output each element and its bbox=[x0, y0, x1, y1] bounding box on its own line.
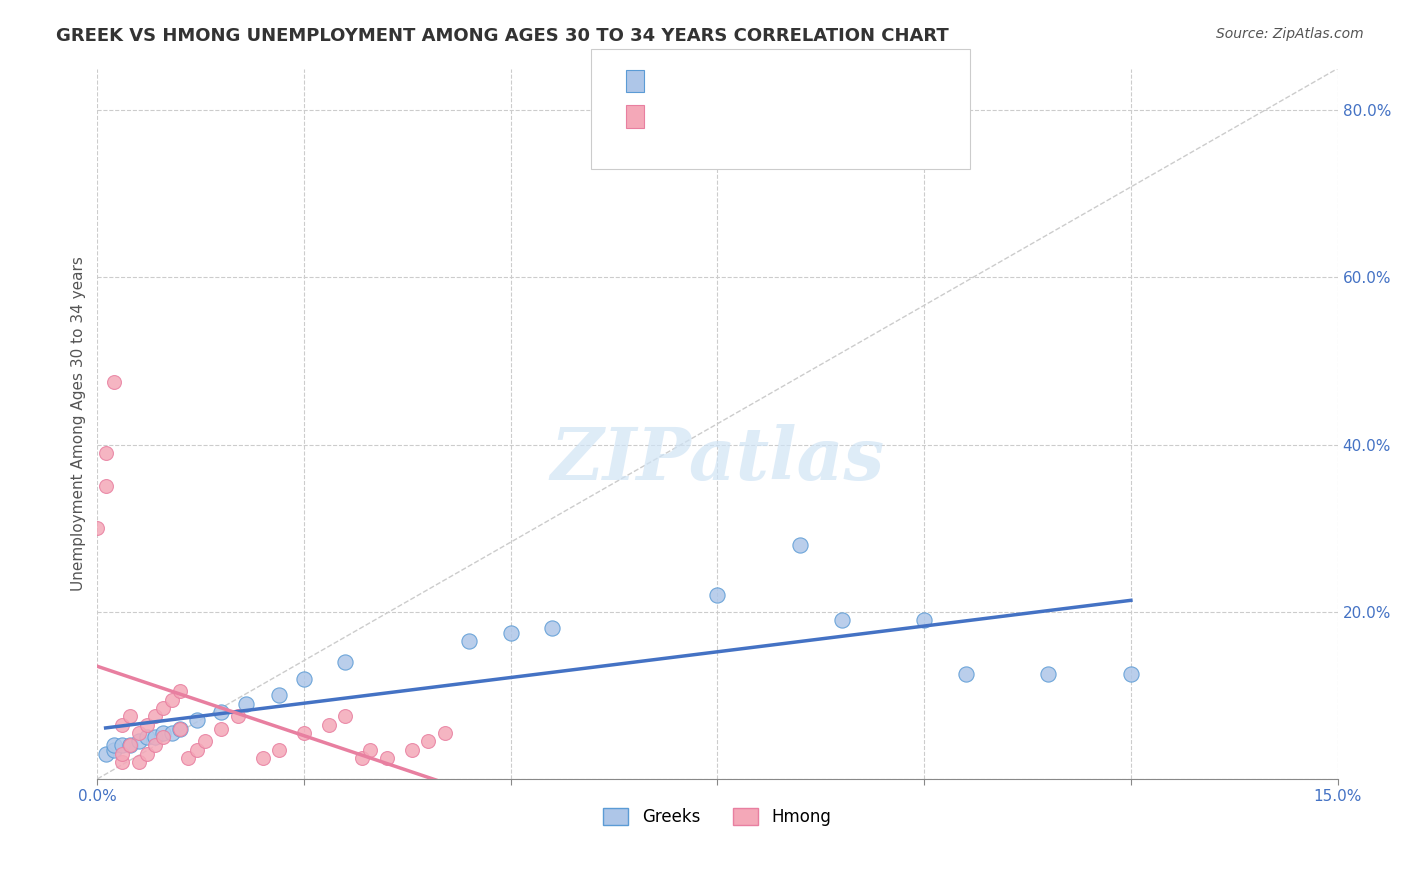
Point bbox=[111, 747, 134, 761]
Point bbox=[955, 667, 977, 681]
Point bbox=[128, 755, 150, 769]
Point bbox=[103, 375, 125, 389]
Point bbox=[209, 722, 232, 736]
Point bbox=[143, 739, 166, 753]
Point bbox=[152, 701, 174, 715]
Point bbox=[86, 521, 108, 535]
Point bbox=[789, 538, 811, 552]
Point bbox=[160, 692, 183, 706]
Text: ZIPatlas: ZIPatlas bbox=[550, 424, 884, 495]
Point bbox=[143, 709, 166, 723]
Point bbox=[103, 739, 125, 753]
Point bbox=[120, 739, 142, 753]
Point bbox=[94, 747, 117, 761]
Point bbox=[152, 726, 174, 740]
Point bbox=[269, 689, 291, 703]
Point bbox=[209, 705, 232, 719]
Point bbox=[375, 751, 398, 765]
Point bbox=[152, 730, 174, 744]
Point bbox=[359, 742, 381, 756]
Point bbox=[269, 742, 291, 756]
Point bbox=[111, 755, 134, 769]
Point bbox=[186, 714, 208, 728]
Point bbox=[120, 739, 142, 753]
Point bbox=[160, 726, 183, 740]
Point bbox=[136, 717, 159, 731]
Point bbox=[136, 747, 159, 761]
Point bbox=[350, 751, 373, 765]
Legend: Greeks, Hmong: Greeks, Hmong bbox=[595, 800, 839, 835]
Point bbox=[1119, 667, 1142, 681]
Point bbox=[169, 722, 191, 736]
Point bbox=[335, 655, 357, 669]
Point bbox=[128, 734, 150, 748]
Point bbox=[169, 684, 191, 698]
Point bbox=[318, 717, 340, 731]
Point bbox=[831, 613, 853, 627]
Point bbox=[94, 479, 117, 493]
Point bbox=[252, 751, 274, 765]
Point bbox=[1038, 667, 1060, 681]
Point bbox=[94, 446, 117, 460]
Point bbox=[458, 634, 481, 648]
Text: R = 0.546   N = 36: R = 0.546 N = 36 bbox=[647, 127, 804, 145]
Point bbox=[401, 742, 423, 756]
Point bbox=[499, 625, 522, 640]
Point bbox=[194, 734, 217, 748]
Point bbox=[226, 709, 249, 723]
Point bbox=[292, 672, 315, 686]
Point bbox=[143, 730, 166, 744]
Point bbox=[335, 709, 357, 723]
Point bbox=[706, 588, 728, 602]
Point bbox=[292, 726, 315, 740]
Point bbox=[541, 622, 564, 636]
Point bbox=[169, 722, 191, 736]
Point bbox=[136, 730, 159, 744]
Point bbox=[433, 726, 456, 740]
Text: Source: ZipAtlas.com: Source: ZipAtlas.com bbox=[1216, 27, 1364, 41]
Point bbox=[235, 697, 257, 711]
Point bbox=[111, 717, 134, 731]
Point bbox=[416, 734, 439, 748]
Point bbox=[111, 739, 134, 753]
Point bbox=[103, 742, 125, 756]
Point bbox=[186, 742, 208, 756]
Point bbox=[912, 613, 935, 627]
Text: R = 0.432   N = 22: R = 0.432 N = 22 bbox=[647, 89, 804, 107]
Y-axis label: Unemployment Among Ages 30 to 34 years: Unemployment Among Ages 30 to 34 years bbox=[72, 256, 86, 591]
Text: GREEK VS HMONG UNEMPLOYMENT AMONG AGES 30 TO 34 YEARS CORRELATION CHART: GREEK VS HMONG UNEMPLOYMENT AMONG AGES 3… bbox=[56, 27, 949, 45]
Point bbox=[128, 726, 150, 740]
Point bbox=[120, 709, 142, 723]
Point bbox=[177, 751, 200, 765]
